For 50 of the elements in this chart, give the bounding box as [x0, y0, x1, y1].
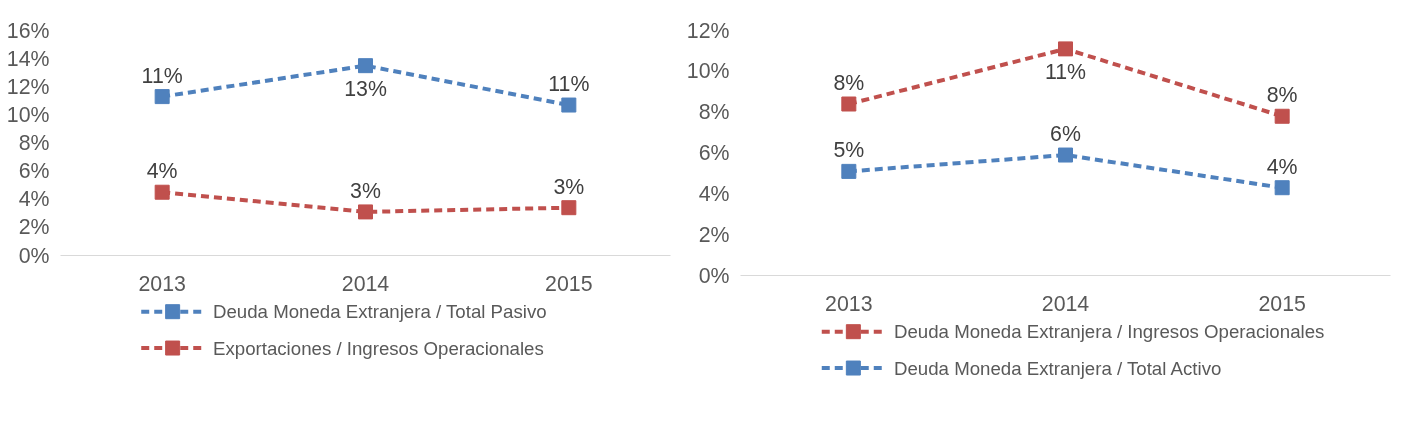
point: [154, 184, 170, 200]
y-tick-label: 6%: [18, 159, 50, 184]
x-tick-label: 2013: [825, 291, 873, 316]
legend-label: Exportaciones / Ingresos Operacionales: [213, 337, 544, 359]
y-tick-label: 0%: [698, 263, 730, 288]
data-label: 4%: [146, 159, 178, 184]
x-tick-label: 2014: [1041, 291, 1090, 316]
y-tick-label: 10%: [686, 59, 730, 84]
point: [841, 163, 857, 179]
data-label: 13%: [344, 76, 387, 101]
x-tick-label: 2015: [1258, 291, 1306, 316]
legend-label: Deuda Moneda Extranjera / Total Pasivo: [213, 301, 547, 323]
x-tick-label: 2015: [545, 271, 593, 296]
y-tick-label: 4%: [698, 181, 730, 206]
point: [1058, 147, 1073, 163]
y-tick-label: 16%: [6, 18, 50, 43]
data-label: 11%: [548, 72, 590, 97]
legend-label: Deuda Moneda Extranjera / Total Activo: [893, 357, 1222, 379]
y-tick-label: 0%: [18, 243, 50, 268]
point: [1274, 108, 1290, 124]
data-label: 5%: [833, 138, 865, 163]
y-tick-label: 2%: [698, 222, 730, 247]
y-tick-label: 2%: [18, 215, 50, 240]
x-tick-label: 2013: [138, 271, 186, 296]
point: [358, 58, 373, 74]
data-label: 11%: [1044, 59, 1087, 84]
y-tick-label: 4%: [18, 187, 50, 212]
data-label: 3%: [553, 174, 585, 199]
data-label: 11%: [141, 63, 183, 88]
y-tick-label: 14%: [6, 46, 50, 71]
x-tick-label: 2014: [341, 271, 390, 296]
y-tick-label: 6%: [698, 141, 730, 165]
y-tick-label: 12%: [6, 74, 50, 99]
point: [1274, 180, 1290, 196]
point: [561, 97, 577, 113]
data-label: 6%: [1050, 122, 1081, 147]
data-label: 3%: [350, 178, 381, 203]
y-tick-label: 8%: [18, 131, 50, 155]
y-tick-label: 10%: [6, 102, 50, 127]
point: [561, 200, 577, 216]
data-label: 4%: [1266, 154, 1298, 179]
point: [1058, 41, 1073, 57]
y-tick-label: 8%: [698, 100, 730, 125]
point: [154, 89, 170, 105]
data-label: 8%: [1266, 83, 1298, 108]
legend-label: Deuda Moneda Extranjera / Ingresos Operacionales: [893, 321, 1325, 343]
point: [358, 204, 373, 220]
data-label: 8%: [833, 71, 865, 95]
point: [841, 96, 857, 112]
y-tick-label: 12%: [686, 18, 730, 43]
